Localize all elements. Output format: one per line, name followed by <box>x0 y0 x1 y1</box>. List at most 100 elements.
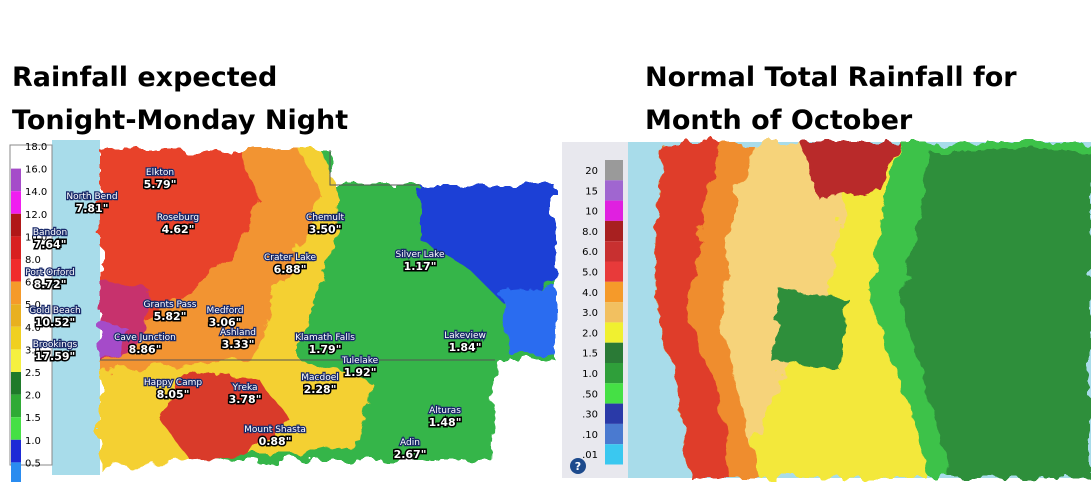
legend-swatch <box>11 304 21 327</box>
legend-label: 4.0 <box>582 288 598 299</box>
legend-swatch <box>605 261 623 282</box>
legend-swatch <box>11 439 21 463</box>
legend-swatch <box>605 200 623 221</box>
legend-label: 3.0 <box>25 345 41 356</box>
place-amount: 3.78" <box>229 393 262 406</box>
legend-label: 8.0 <box>25 255 41 266</box>
legend-label: 1.0 <box>582 369 598 380</box>
place-name: Alturas <box>429 406 461 416</box>
place-name: Yreka <box>231 383 257 393</box>
legend-label: 2.0 <box>582 328 598 339</box>
legend-swatch <box>11 236 21 259</box>
legend-swatch <box>11 372 21 395</box>
place-amount: 1.79" <box>309 343 342 356</box>
legend-swatch <box>11 349 21 372</box>
legend-swatch <box>605 383 623 404</box>
legend-swatch <box>605 403 623 424</box>
legend-label: 2.0 <box>25 391 41 402</box>
legend-swatch <box>11 394 21 418</box>
place-amount: 10.52" <box>35 316 76 329</box>
legend-label: 5.0 <box>582 268 598 279</box>
legend-swatch <box>605 241 623 262</box>
legend-label: 10 <box>585 207 598 218</box>
legend-swatch <box>605 281 623 303</box>
legend-swatch <box>605 423 623 445</box>
place-amount: 5.82" <box>154 310 187 323</box>
place-name: Silver Lake <box>395 250 445 260</box>
place-amount: 6.88" <box>274 263 307 276</box>
right-map: ? <box>562 142 1091 478</box>
place-amount: 8.05" <box>157 388 190 401</box>
place-name: Adin <box>400 438 420 448</box>
legend-swatch <box>11 168 21 192</box>
place-name: Brookings <box>33 340 78 350</box>
legend-label: 1.5 <box>25 413 41 424</box>
place-amount: 3.33" <box>222 338 255 351</box>
place-amount: 4.62" <box>162 223 195 236</box>
legend-swatch <box>11 326 21 350</box>
legend-swatch <box>605 160 623 181</box>
legend-label: 6.0 <box>25 278 41 289</box>
place-amount: 1.17" <box>404 260 437 273</box>
place-amount: 3.06" <box>209 316 242 329</box>
right-title: Normal Total Rainfall for <box>645 62 1017 93</box>
legend-label: 18.0 <box>25 142 47 153</box>
legend-swatch <box>11 462 21 482</box>
right-title: Month of October <box>645 105 913 136</box>
place-amount: 5.79" <box>144 178 177 191</box>
place-name: Cave Junction <box>114 333 176 343</box>
legend-swatch <box>605 220 623 242</box>
legend-swatch <box>605 180 623 201</box>
place-name: Mount Shasta <box>244 425 306 435</box>
place-amount: 1.92" <box>344 366 377 379</box>
place-name: Roseburg <box>157 213 199 223</box>
legend-label: 1.5 <box>582 349 598 360</box>
legend-label: 12.0 <box>25 210 47 221</box>
legend-swatch <box>605 444 623 465</box>
legend-label: 8.0 <box>582 227 598 238</box>
legend-label: 6.0 <box>582 247 598 258</box>
legend-label: 1.0 <box>25 436 41 447</box>
place-amount: 3.50" <box>309 223 342 236</box>
place-name: North Bend <box>66 192 117 202</box>
place-amount: 0.88" <box>259 435 292 448</box>
legend-label: 2.5 <box>25 368 41 379</box>
place-amount: 1.84" <box>449 341 482 354</box>
legend-swatch <box>11 281 21 305</box>
legend-swatch <box>11 417 21 440</box>
legend-label: 14.0 <box>25 187 47 198</box>
place-name: Klamath Falls <box>295 333 355 343</box>
left-title: Tonight-Monday Night <box>12 105 348 136</box>
legend-label: 4.0 <box>25 323 41 334</box>
legend-label: .01 <box>582 450 598 461</box>
place-name: Crater Lake <box>264 253 317 263</box>
place-name: Medford <box>207 306 244 316</box>
legend-swatch <box>11 259 21 282</box>
legend-label: 16.0 <box>25 165 47 176</box>
place-name: Lakeview <box>444 331 486 341</box>
place-name: Grants Pass <box>144 300 197 310</box>
place-name: Port Orford <box>25 268 74 278</box>
legend-label: 0.5 <box>25 458 41 469</box>
left-title: Rainfall expected <box>12 62 277 93</box>
legend-label: 20 <box>585 166 598 177</box>
legend-swatch <box>11 146 21 169</box>
place-name: Happy Camp <box>144 378 202 388</box>
place-amount: 8.86" <box>129 343 162 356</box>
legend-label: 10.0 <box>25 232 47 243</box>
place-name: Macdoel <box>301 373 339 383</box>
place-name: Gold Beach <box>29 306 80 316</box>
legend-swatch <box>605 342 623 363</box>
legend-label: .10 <box>582 430 598 441</box>
place-name: Chemult <box>306 213 344 223</box>
place-name: Tulelake <box>341 356 379 366</box>
legend-swatch <box>11 191 21 214</box>
place-name: Elkton <box>146 168 174 178</box>
legend-swatch <box>11 213 21 237</box>
legend-label: 5.0 <box>25 300 41 311</box>
place-amount: 2.28" <box>304 383 337 396</box>
legend-label: 15 <box>585 186 598 197</box>
svg-text:?: ? <box>575 460 581 473</box>
place-amount: 7.81" <box>76 202 109 215</box>
